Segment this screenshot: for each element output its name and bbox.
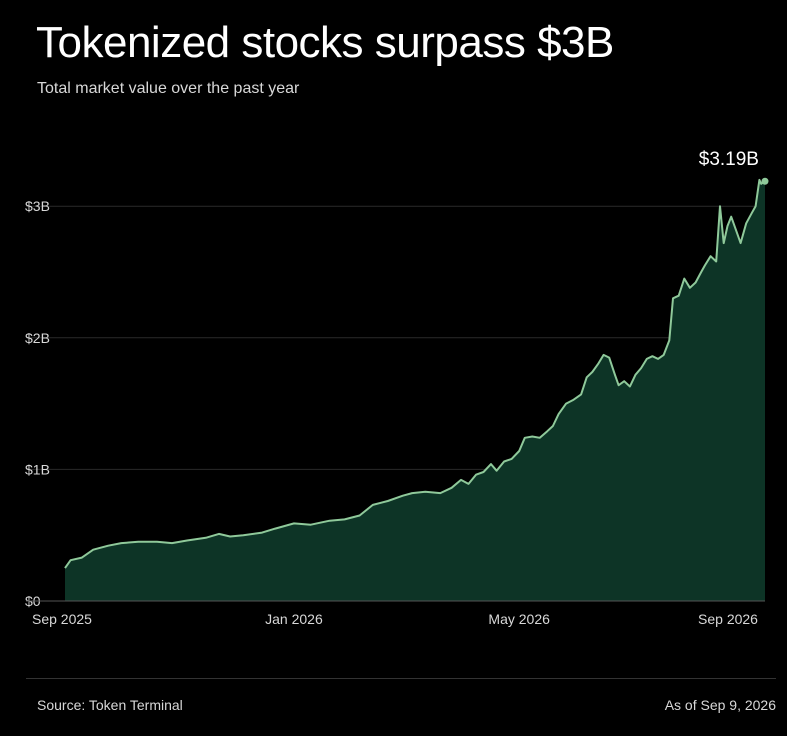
chart-subtitle: Total market value over the past year [37, 80, 300, 97]
series-line [64, 178, 766, 569]
endpoint-value-label: $3.19B [699, 149, 759, 170]
chart-title: Tokenized stocks surpass $3B [36, 18, 614, 67]
y-tick-label: $3B [25, 198, 50, 214]
as-of-date: As of Sep 9, 2026 [664, 697, 776, 713]
endpoint-marker [761, 177, 769, 185]
y-tick-label: $1B [25, 461, 50, 477]
x-tick-label: May 2026 [488, 611, 550, 627]
y-tick-label: $2B [25, 330, 50, 346]
footer-divider [26, 678, 776, 679]
x-tick-label: Sep 2026 [698, 611, 758, 627]
x-tick-label: Jan 2026 [265, 611, 323, 627]
x-tick-label: Sep 2025 [32, 611, 92, 627]
series-area [65, 179, 765, 601]
source-note: Source: Token Terminal [37, 697, 183, 713]
